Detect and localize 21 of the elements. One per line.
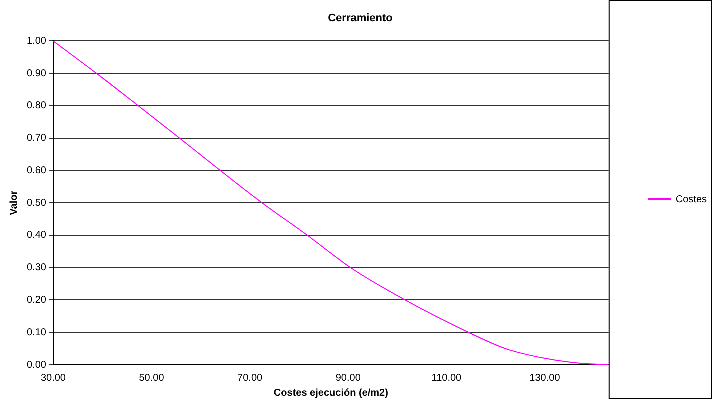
x-tick-label: 70.00: [238, 372, 264, 384]
x-axis-title: Costes ejecución (e/m2): [274, 388, 388, 399]
y-tick-label: 0.30: [26, 262, 47, 274]
y-tick-label: 0.70: [26, 133, 47, 144]
y-tick-label: 0.40: [26, 230, 47, 242]
y-tick-label: 1.00: [26, 36, 47, 47]
y-tick-label: 0.80: [26, 100, 47, 112]
y-tick-label: 0.60: [26, 165, 47, 176]
y-axis-title: Valor: [8, 190, 20, 216]
y-tick-label: 0.90: [26, 68, 47, 80]
chart-title: Cerramiento: [328, 12, 394, 25]
y-tick-label: 0.50: [26, 198, 47, 209]
x-tick-label: 50.00: [139, 372, 165, 384]
x-tick-label: 110.00: [432, 372, 462, 384]
x-tick-label: 90.00: [336, 372, 362, 384]
y-tick-label: 0.20: [26, 294, 47, 306]
x-tick-label: 30.00: [40, 372, 66, 384]
y-tick-label: 0.10: [26, 327, 47, 338]
legend-label: Costes: [676, 194, 707, 206]
x-tick-label: 130.00: [530, 372, 561, 384]
y-tick-label: 0.00: [26, 360, 47, 371]
